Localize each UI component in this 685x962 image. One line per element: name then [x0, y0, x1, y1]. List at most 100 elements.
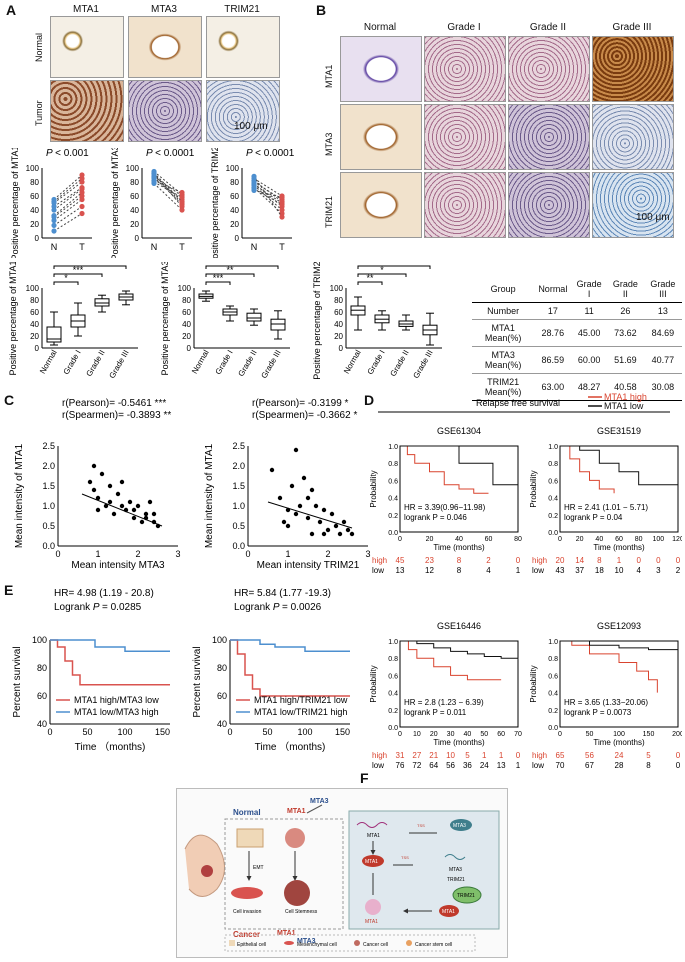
- risk-high: 24: [615, 751, 624, 760]
- x-axis-label: Time (months): [593, 738, 645, 747]
- risk-low: 37: [575, 566, 584, 575]
- panel-b-label: B: [316, 2, 327, 18]
- x-axis-label: Time (months): [593, 543, 645, 552]
- scatter-point: [277, 495, 283, 501]
- a-row-tumor: Tumor: [34, 100, 44, 126]
- spearman-r: r(Spearmen)= -0.3662 *: [252, 410, 357, 421]
- y-tick-label: 40: [334, 320, 343, 329]
- y-tick-label: 0.6: [388, 478, 398, 485]
- sig-mark: *: [392, 262, 396, 267]
- risk-row-label: low: [532, 761, 544, 770]
- y-tick-label: 40: [37, 719, 47, 729]
- legend-stem-swatch: [406, 940, 412, 946]
- risk-row-label: high: [372, 751, 387, 760]
- y-tick-label: 20: [334, 332, 343, 341]
- x-tick-label: 0: [227, 727, 232, 737]
- risk-low: 4: [486, 566, 491, 575]
- x-tick-label: 50: [586, 731, 594, 738]
- table-cell: 26: [620, 306, 631, 316]
- y-tick-label: 20: [30, 220, 39, 229]
- pair-line: [53, 199, 83, 221]
- logrank-p: logrank P = 0.046: [404, 513, 467, 522]
- risk-low: 1: [516, 566, 521, 575]
- risk-low: 13: [396, 566, 405, 575]
- scatter-point: [301, 475, 307, 481]
- a-col-trim21: TRIM21: [224, 4, 260, 15]
- x-axis-label: Mean intensity TRIM21: [257, 560, 360, 571]
- y-tick-label: 20: [30, 332, 39, 341]
- risk-high: 2: [486, 556, 491, 565]
- y-tick-label: 0: [235, 234, 240, 243]
- stemness-label: Cell Stemness: [285, 909, 318, 915]
- km-curve-r: [50, 639, 170, 686]
- b-img-mta3-normal: [340, 104, 422, 170]
- legend-stem: Cancer stem cell: [415, 942, 452, 948]
- tss-label-2: TSS: [417, 823, 425, 828]
- table-cell: 40.77: [651, 355, 675, 365]
- x-tick-label: 2: [325, 549, 330, 559]
- y-tick-label: 0: [135, 234, 140, 243]
- y-tick-label: 1.0: [388, 444, 398, 451]
- scatter-point: [289, 483, 295, 489]
- x-tick-label: N: [51, 242, 58, 252]
- scatter-point: [269, 467, 275, 473]
- invasion-label: Cell invasion: [233, 909, 262, 915]
- legend-mesenchymal-swatch: [284, 941, 294, 945]
- y-tick-label: 100: [32, 635, 47, 645]
- y-axis-label: Positive percentage of MTA3: [160, 262, 170, 375]
- sig-mark: ***: [213, 273, 224, 283]
- y-tick-label: 0.5: [232, 521, 245, 531]
- risk-low: 8: [457, 566, 462, 575]
- scatter-point: [91, 463, 97, 469]
- normal-point: [151, 174, 157, 180]
- pearson-r: r(Pearson)= -0.5461 ***: [62, 398, 166, 409]
- y-tick-label: 0.2: [388, 513, 398, 520]
- y-tick-label: 0: [35, 344, 40, 353]
- y-tick-label: 60: [182, 308, 191, 317]
- y-tick-label: 1.5: [42, 481, 55, 491]
- y-tick-label: 40: [182, 320, 191, 329]
- y-tick-label: 0.0: [232, 541, 245, 551]
- mta1-fragment-label: MTA1: [365, 919, 378, 925]
- a-img-mta3-tumor: [128, 80, 202, 142]
- hazard-ratio: HR = 3.65 (1.33−20.06): [564, 698, 648, 707]
- balance-top: [306, 804, 323, 814]
- cell-legend-box: [224, 934, 476, 952]
- x-tick-label: 3: [175, 549, 180, 559]
- risk-row-label: high: [532, 556, 547, 565]
- risk-low: 18: [595, 566, 604, 575]
- table-cell: 60.00: [577, 355, 601, 365]
- table-cell: Number: [487, 306, 520, 316]
- x-tick-label: 40: [464, 731, 472, 738]
- y-tick-label: 20: [182, 332, 191, 341]
- y-axis-label: Probability: [370, 665, 378, 702]
- tumor-point: [179, 199, 185, 205]
- category-label: Grade III: [107, 349, 130, 380]
- tumor-point: [279, 214, 285, 220]
- x-tick-label: 0: [245, 549, 250, 559]
- x-tick-label: 20: [426, 536, 434, 543]
- hazard-ratio: HR = 3.39(0.96−11.98): [404, 503, 486, 512]
- category-label: Normal: [38, 348, 59, 375]
- scatter-point: [325, 527, 331, 533]
- tumor-point: [179, 194, 185, 200]
- pair-line: [53, 187, 83, 207]
- a-paired-plots: 0 20 40 60 80 100 N T P < 0.001 Positive percenta…: [10, 148, 295, 258]
- x-tick-label: 0: [47, 727, 52, 737]
- risk-low: 72: [412, 761, 421, 770]
- km-curve-hi: [400, 640, 502, 681]
- pearson-r: r(Pearson)= -0.3199 *: [252, 398, 349, 409]
- risk-high: 10: [446, 751, 455, 760]
- panel-c-label: C: [4, 392, 15, 408]
- b-row-trim21: TRIM21: [324, 195, 334, 228]
- pair-line: [153, 180, 183, 193]
- b-col-grade3: Grade III: [612, 22, 652, 33]
- b-row-mta1: MTA1: [324, 64, 334, 88]
- risk-low: 67: [585, 761, 594, 770]
- risk-high: 31: [396, 751, 405, 760]
- risk-low: 13: [497, 761, 506, 770]
- risk-low: 76: [396, 761, 405, 770]
- pair-line: [253, 189, 283, 198]
- tumor-point: [79, 203, 85, 210]
- y-tick-label: 60: [230, 192, 239, 201]
